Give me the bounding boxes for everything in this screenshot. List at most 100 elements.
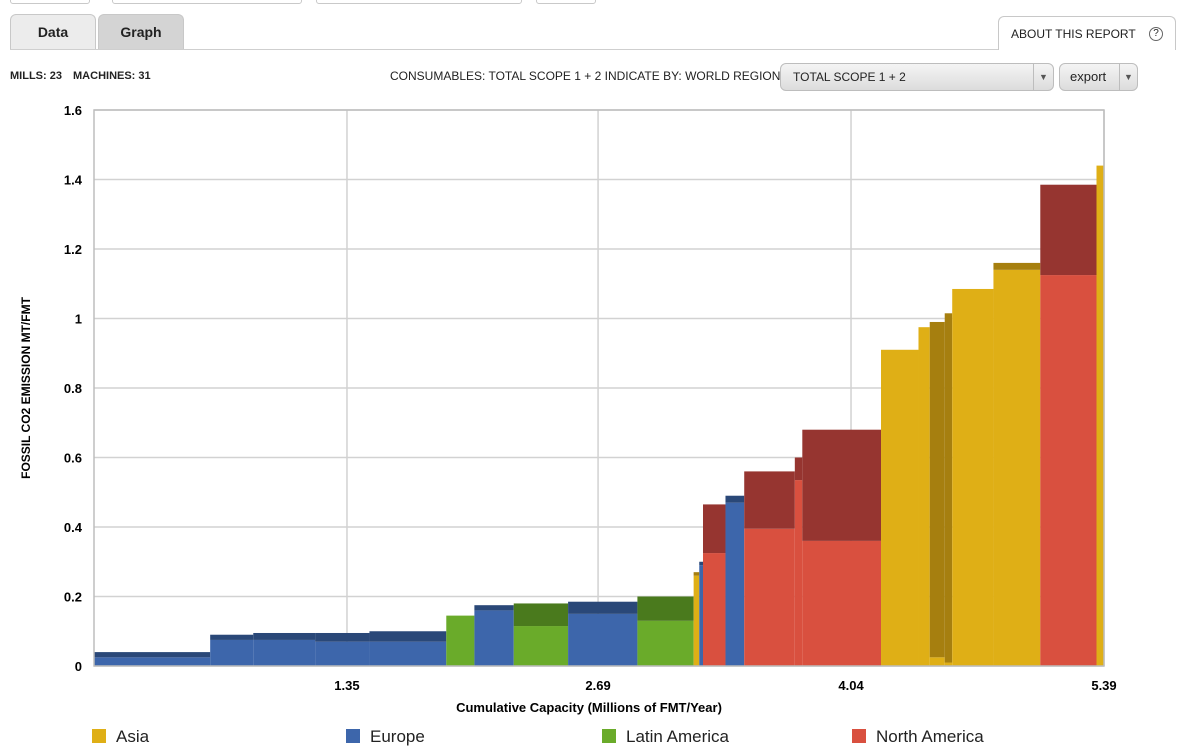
bar-base	[637, 620, 694, 666]
x-tick-label: 1.35	[334, 678, 359, 693]
x-tick-label: 5.39	[1091, 678, 1116, 693]
bar-cap	[702, 504, 726, 554]
filter-box[interactable]	[112, 0, 302, 4]
bar-base	[369, 641, 447, 666]
y-axis-label: FOSSIL CO2 EMISSION MT/FMT	[19, 296, 33, 478]
bar-cap	[993, 262, 1041, 270]
bar-cap	[474, 605, 514, 611]
bar-base	[744, 528, 795, 666]
y-tick-label: 0.8	[64, 381, 82, 396]
bar[interactable]	[210, 634, 254, 666]
y-ticks: 0 0.2 0.4 0.6 0.8 1 1.2 1.4 1.6	[64, 103, 83, 674]
bar-cap	[744, 471, 795, 529]
y-tick-label: 1.6	[64, 103, 82, 118]
legend-swatch	[852, 729, 866, 743]
legend-label: Latin America	[626, 727, 729, 746]
bar-base	[952, 288, 994, 666]
bar-cap	[699, 561, 703, 566]
bar[interactable]	[1096, 165, 1104, 666]
bar-base	[446, 615, 475, 666]
legend-item[interactable]: North America	[852, 726, 984, 748]
bar-base	[944, 662, 953, 666]
bar[interactable]	[929, 321, 945, 666]
bar-cap	[315, 632, 370, 642]
bar-base	[474, 610, 514, 666]
consumable-select[interactable]: TOTAL SCOPE 1 + 2 ▼	[780, 63, 1054, 91]
consumables-indicator-text: CONSUMABLES: TOTAL SCOPE 1 + 2 INDICATE …	[390, 69, 781, 83]
bar[interactable]	[993, 262, 1041, 666]
help-icon[interactable]: ?	[1149, 27, 1163, 41]
legend-item[interactable]: Asia	[92, 726, 149, 748]
export-button[interactable]: export ▼	[1059, 63, 1138, 91]
chevron-down-icon[interactable]: ▼	[1033, 64, 1053, 90]
bar[interactable]	[944, 313, 953, 666]
y-tick-label: 1.2	[64, 242, 82, 257]
bar-base	[725, 502, 745, 666]
top-filter-strip	[0, 0, 1186, 8]
about-report-label: ABOUT THIS REPORT	[1011, 27, 1136, 41]
bar[interactable]	[881, 349, 919, 666]
bar[interactable]	[315, 632, 370, 666]
bar-base	[929, 657, 945, 666]
legend-label: North America	[876, 727, 984, 746]
bar-base	[513, 626, 569, 666]
bar-cap	[369, 631, 447, 642]
bar[interactable]	[802, 429, 882, 666]
bar[interactable]	[699, 561, 703, 666]
filter-box[interactable]	[10, 0, 90, 4]
bar[interactable]	[1040, 184, 1097, 666]
filter-box[interactable]	[316, 0, 522, 4]
y-tick-label: 1	[75, 312, 82, 327]
chevron-down-icon[interactable]: ▼	[1119, 64, 1137, 90]
plot-frame	[93, 109, 1105, 667]
bar[interactable]	[369, 631, 447, 666]
filter-box[interactable]	[536, 0, 596, 4]
bar[interactable]	[253, 632, 316, 666]
bar-base	[1096, 165, 1104, 666]
legend-label: Europe	[370, 727, 425, 746]
legend-item[interactable]: Europe	[346, 726, 425, 748]
bar-cap	[568, 601, 638, 614]
bar-cap	[513, 603, 569, 627]
bar[interactable]	[446, 615, 475, 666]
bar-cap	[693, 572, 700, 576]
legend-item[interactable]: Latin America	[602, 726, 729, 748]
bar-cap	[253, 632, 316, 640]
bar-cap	[794, 457, 803, 481]
bar-base	[94, 657, 211, 666]
bar[interactable]	[918, 327, 930, 666]
about-report-tab[interactable]: ABOUT THIS REPORT ?	[998, 16, 1176, 50]
bars-group	[94, 165, 1104, 667]
bar-base	[315, 641, 370, 666]
bar[interactable]	[952, 288, 994, 666]
tab-data[interactable]: Data	[10, 14, 96, 50]
bar[interactable]	[568, 601, 638, 666]
summary-stats: MILLS: 23 MACHINES: 31	[10, 70, 159, 82]
bar[interactable]	[693, 572, 700, 666]
bar[interactable]	[794, 457, 803, 667]
mills-count: MILLS: 23	[10, 70, 62, 82]
tab-graph[interactable]: Graph	[98, 14, 184, 50]
x-ticks: 1.35 2.69 4.04 5.39	[334, 678, 1116, 693]
bar[interactable]	[637, 596, 694, 667]
bar[interactable]	[702, 504, 726, 666]
bar[interactable]	[725, 495, 745, 666]
bar[interactable]	[513, 603, 569, 666]
bar-cap	[802, 429, 882, 541]
consumable-select-value: TOTAL SCOPE 1 + 2	[793, 70, 906, 84]
bar-cap	[94, 652, 211, 658]
bar[interactable]	[744, 471, 795, 666]
bar-base	[253, 639, 316, 666]
bar-cap	[210, 634, 254, 640]
bar-cap	[944, 313, 953, 663]
bar-base	[881, 349, 919, 666]
export-label: export	[1070, 69, 1107, 84]
bar-base	[993, 269, 1041, 666]
bar-cap	[725, 495, 745, 503]
bar[interactable]	[474, 605, 514, 666]
bar[interactable]	[94, 652, 211, 666]
x-tick-label: 4.04	[838, 678, 864, 693]
tab-divider	[10, 49, 1176, 50]
y-tick-label: 0	[75, 659, 82, 674]
bar-base	[802, 540, 882, 666]
